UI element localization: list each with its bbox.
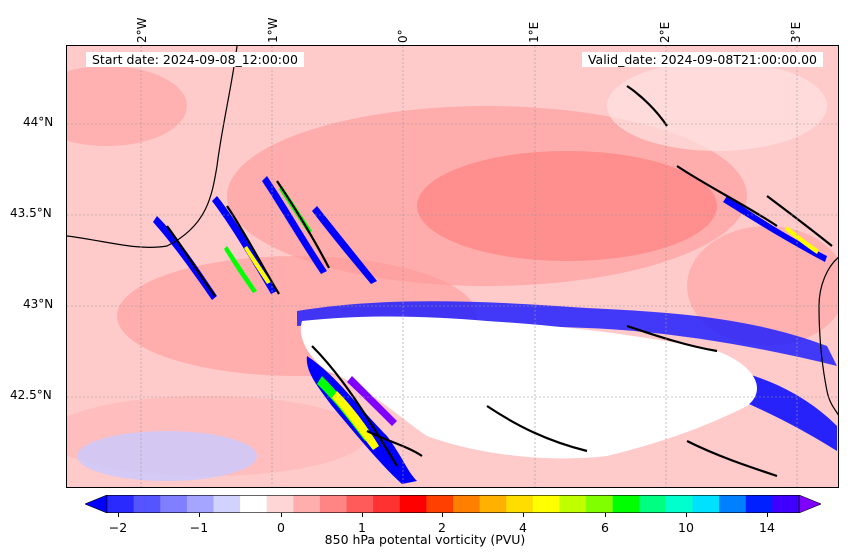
- pv-field: [67, 46, 838, 487]
- colorbar-segment: [612, 495, 640, 513]
- colorbar-segment: [532, 495, 560, 513]
- colorbar-tick-mark: [199, 513, 200, 517]
- colorbar-segment: [186, 495, 214, 513]
- colorbar-segment: [719, 495, 747, 513]
- colorbar-segment: [213, 495, 241, 513]
- colorbar-tick-mark: [442, 513, 443, 517]
- colorbar-tick-mark: [362, 513, 363, 517]
- colorbar-tick-label: 14: [759, 520, 775, 535]
- lat-label-43-5n: 43.5°N: [10, 206, 52, 220]
- lon-label-2w: 2°W: [135, 17, 149, 44]
- map-plot: [66, 45, 839, 488]
- colorbar-tick-label: 10: [678, 520, 694, 535]
- colorbar-tick-label: −1: [189, 520, 209, 535]
- colorbar-label: 850 hPa potental vorticity (PVU): [324, 532, 526, 547]
- lat-label-43n: 43°N: [23, 297, 54, 311]
- colorbar-tick-mark: [118, 513, 119, 517]
- colorbar-segment: [346, 495, 374, 513]
- colorbar-tick-mark: [523, 513, 524, 517]
- colorbar-segment: [506, 495, 534, 513]
- colorbar-tick-mark: [767, 513, 768, 517]
- colorbar-segment: [399, 495, 427, 513]
- colorbar-segment: [453, 495, 481, 513]
- colorbar-tick-mark: [605, 513, 606, 517]
- colorbar-segment: [240, 495, 268, 513]
- colorbar-segment: [319, 495, 348, 513]
- lat-label-44n: 44°N: [23, 115, 54, 129]
- colorbar-tick-label: 1: [358, 520, 366, 535]
- colorbar-tick-label: 4: [519, 520, 527, 535]
- colorbar-arrow-high: [798, 495, 821, 513]
- colorbar-segment: [107, 495, 135, 513]
- lon-label-0: 0°: [396, 29, 410, 43]
- colorbar-segment: [586, 495, 614, 513]
- colorbar-tick-label: 6: [601, 520, 609, 535]
- colorbar-segment: [133, 495, 161, 513]
- colorbar-tick-mark: [281, 513, 282, 517]
- valid-date-text: Valid_date: 2024-09-08T21:00:00.00: [581, 52, 823, 67]
- colorbar-segment: [665, 495, 694, 513]
- lon-label-3e: 3°E: [789, 21, 803, 43]
- colorbar-segment: [559, 495, 587, 513]
- colorbar-segment: [692, 495, 720, 513]
- colorbar-segment: [639, 495, 667, 513]
- colorbar-segment: [160, 495, 188, 513]
- lon-label-2e: 2°E: [658, 21, 672, 43]
- lat-label-42-5n: 42.5°N: [10, 388, 52, 402]
- lon-label-1e: 1°E: [527, 21, 541, 43]
- colorbar-segment: [266, 495, 294, 513]
- colorbar-tick-label: −2: [108, 520, 128, 535]
- colorbar-segment: [373, 495, 401, 513]
- colorbar-tick-label: 0: [277, 520, 285, 535]
- colorbar-segment: [293, 495, 321, 513]
- colorbar-tick-mark: [686, 513, 687, 517]
- start-date-text: Start date: 2024-09-08_12:00:00: [86, 52, 304, 67]
- lon-label-1w: 1°W: [266, 17, 280, 44]
- colorbar: [85, 495, 821, 513]
- colorbar-segment: [772, 495, 800, 513]
- colorbar-tick-label: 2: [438, 520, 446, 535]
- colorbar-segment: [479, 495, 507, 513]
- colorbar-segment: [426, 495, 454, 513]
- colorbar-segment: [745, 495, 773, 513]
- colorbar-arrow-low: [85, 495, 108, 513]
